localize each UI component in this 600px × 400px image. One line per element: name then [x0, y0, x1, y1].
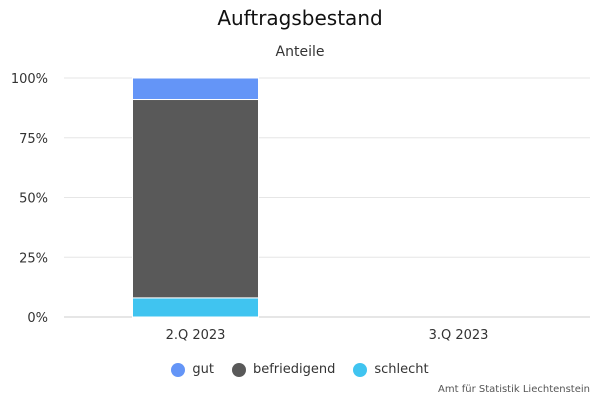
bar-segment-befriedigend[interactable]: [132, 99, 259, 299]
y-tick-label: 100%: [11, 72, 48, 87]
chart-subtitle: Anteile: [275, 44, 325, 60]
chart-credits: Amt für Statistik Liechtenstein: [438, 384, 590, 395]
legend-label: schlecht: [374, 362, 429, 377]
bar-segment-gut[interactable]: [132, 77, 259, 101]
legend-label: befriedigend: [252, 362, 336, 377]
y-tick-label: 75%: [19, 132, 48, 147]
chart-title: Auftragsbestand: [217, 6, 383, 30]
legend-swatch: [171, 362, 186, 377]
x-tick-label: 3.Q 2023: [429, 328, 489, 343]
legend-label: gut: [192, 362, 214, 377]
legend-item-schlecht[interactable]: schlecht: [353, 362, 429, 377]
legend-item-gut[interactable]: gut: [171, 362, 214, 377]
y-tick-label: 50%: [19, 192, 48, 207]
axes: 0% 25% 50% 75% 100% 2.Q 2023 3.Q 2023: [11, 72, 489, 343]
x-tick-label: 2.Q 2023: [166, 328, 226, 343]
y-tick-label: 25%: [19, 251, 48, 266]
legend-item-befriedigend[interactable]: befriedigend: [231, 362, 336, 377]
legend-swatch: [231, 362, 246, 377]
legend-swatch: [353, 362, 368, 377]
bar-segment-schlecht[interactable]: [132, 297, 259, 318]
bars: [132, 77, 259, 318]
y-tick-label: 0%: [27, 311, 48, 326]
chart-legend: gut befriedigend schlecht: [0, 362, 600, 377]
